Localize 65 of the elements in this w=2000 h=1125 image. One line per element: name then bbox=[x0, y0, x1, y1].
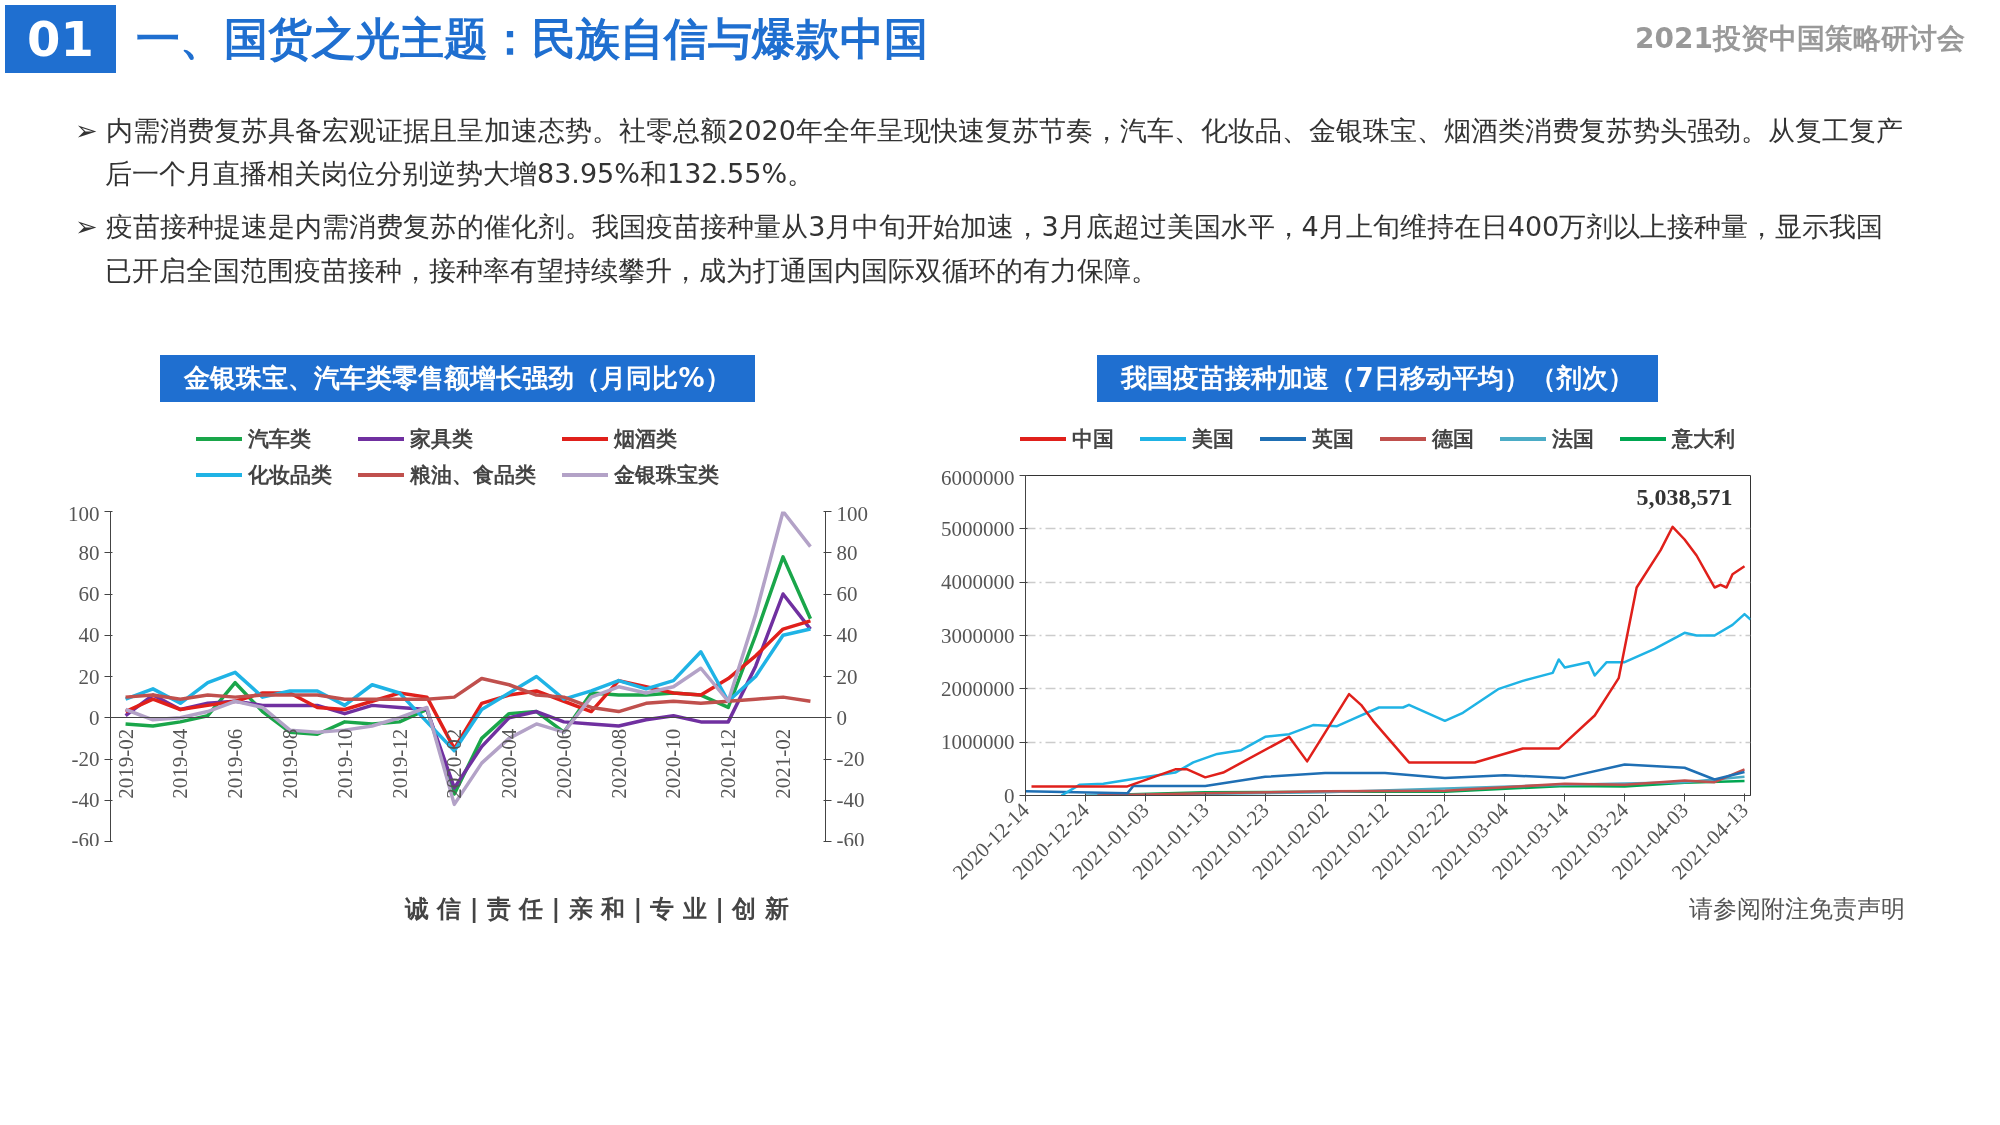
y-tick-label: -20 bbox=[71, 747, 100, 771]
y2-tick-label: 20 bbox=[836, 664, 858, 689]
x-tick-label: 2019-08 bbox=[277, 728, 302, 799]
text: 01 bbox=[5, 5, 116, 73]
legend-label: 中国 bbox=[1072, 426, 1114, 453]
x-tick-label: 2021-02 bbox=[771, 728, 796, 799]
x-tick-label: 2019-02 bbox=[113, 728, 138, 799]
legend-label: 化妆品类 bbox=[248, 462, 332, 489]
y-tick-label: 6000000 bbox=[941, 465, 1015, 490]
y-tick-label: -60 bbox=[71, 827, 100, 852]
text: ➢ 疫苗接种提速是内需消费复苏的催化剂。我国疫苗接种量从3月中旬开始加速，3月底超过美国水平，4月上旬维持在日400万剂以上接种量，显示我国已开启全国范围疫苗接种，接种率有望持续攀升，成为打通国内国际双循环的有力保障。 bbox=[75, 210, 1885, 288]
y-tick-label: 5000000 bbox=[941, 516, 1015, 541]
legend-label: 家具类 bbox=[410, 426, 473, 453]
text: 一、国货之光主题：民族自信与爆款中国 bbox=[135, 11, 929, 66]
y-tick-label: 100 bbox=[68, 501, 100, 526]
line-series bbox=[1025, 763, 1746, 795]
y-tick-label: 40 bbox=[78, 623, 100, 648]
y-tick-label: 0 bbox=[89, 705, 100, 730]
chart-title: 金银珠宝、汽车类零售额增长强劲（月同比%） bbox=[160, 355, 755, 402]
chart-title: 我国疫苗接种加速（7日移动平均）（剂次） bbox=[1097, 355, 1658, 402]
y-tick-label: 3000000 bbox=[941, 623, 1015, 648]
y-tick-label: 1000000 bbox=[941, 730, 1015, 755]
text: ➢ 内需消费复苏具备宏观证据且呈加速态势。社零总额2020年全年呈现快速复苏节奏，汽车、化妆品、金银珠宝、烟酒类消费复苏势头强劲。从复工复产后一个月直播相关岗位分别逆势大增83.95%和132.55%。 bbox=[75, 114, 1904, 192]
line-series bbox=[1096, 768, 1746, 796]
y2-tick-label: -20 bbox=[836, 747, 865, 771]
y-tick-label: 4000000 bbox=[941, 570, 1015, 595]
legend-label: 汽车类 bbox=[248, 426, 311, 453]
y2-tick-label: 100 bbox=[836, 501, 868, 526]
line-series bbox=[1060, 612, 1751, 796]
x-tick-label: 2020-10 bbox=[661, 728, 686, 799]
annotation: 5,038,571 bbox=[1636, 483, 1733, 510]
y-tick-label: 80 bbox=[78, 540, 100, 565]
x-tick-label: 2020-02 bbox=[442, 728, 467, 799]
x-tick-label: 2019-06 bbox=[223, 728, 248, 799]
x-tick-label: 2020-04 bbox=[497, 728, 522, 799]
x-tick-label: 2019-10 bbox=[332, 728, 357, 799]
x-tick-label: 2020-06 bbox=[551, 728, 576, 799]
y-tick-label: 20 bbox=[78, 664, 100, 689]
y2-tick-label: 60 bbox=[836, 582, 858, 606]
legend-label: 金银珠宝类 bbox=[614, 462, 719, 489]
text: 请参阅附注免责声明 bbox=[1689, 894, 1905, 925]
line-series bbox=[1030, 525, 1746, 788]
y2-tick-label: 0 bbox=[836, 705, 847, 730]
y2-tick-label: -60 bbox=[836, 827, 865, 852]
line-series bbox=[123, 676, 813, 714]
x-tick-label: 2020-12 bbox=[716, 728, 741, 799]
y2-tick-label: 80 bbox=[836, 540, 858, 565]
legend-label: 粮油、食品类 bbox=[410, 462, 536, 489]
y-tick-label: -40 bbox=[71, 788, 100, 813]
legend-label: 意大利 bbox=[1672, 426, 1735, 453]
legend-label: 英国 bbox=[1312, 426, 1354, 453]
legend-label: 德国 bbox=[1432, 426, 1474, 453]
y2-tick-label: 40 bbox=[836, 623, 858, 648]
x-tick-label: 2019-12 bbox=[387, 728, 412, 799]
legend-label: 美国 bbox=[1192, 426, 1234, 453]
text: 2021投资中国策略研讨会 bbox=[1635, 21, 1965, 57]
y-tick-label: 2000000 bbox=[941, 676, 1015, 701]
y-tick-label: 60 bbox=[78, 582, 100, 606]
legend-label: 法国 bbox=[1552, 426, 1594, 453]
y-tick-label: 0 bbox=[1004, 783, 1015, 808]
y2-tick-label: -40 bbox=[836, 788, 865, 813]
x-tick-label: 2019-04 bbox=[168, 728, 193, 799]
legend-label: 烟酒类 bbox=[614, 426, 677, 453]
text: 诚 信 | 责 任 | 亲 和 | 专 业 | 创 新 bbox=[405, 894, 790, 925]
x-tick-label: 2020-08 bbox=[606, 728, 631, 799]
